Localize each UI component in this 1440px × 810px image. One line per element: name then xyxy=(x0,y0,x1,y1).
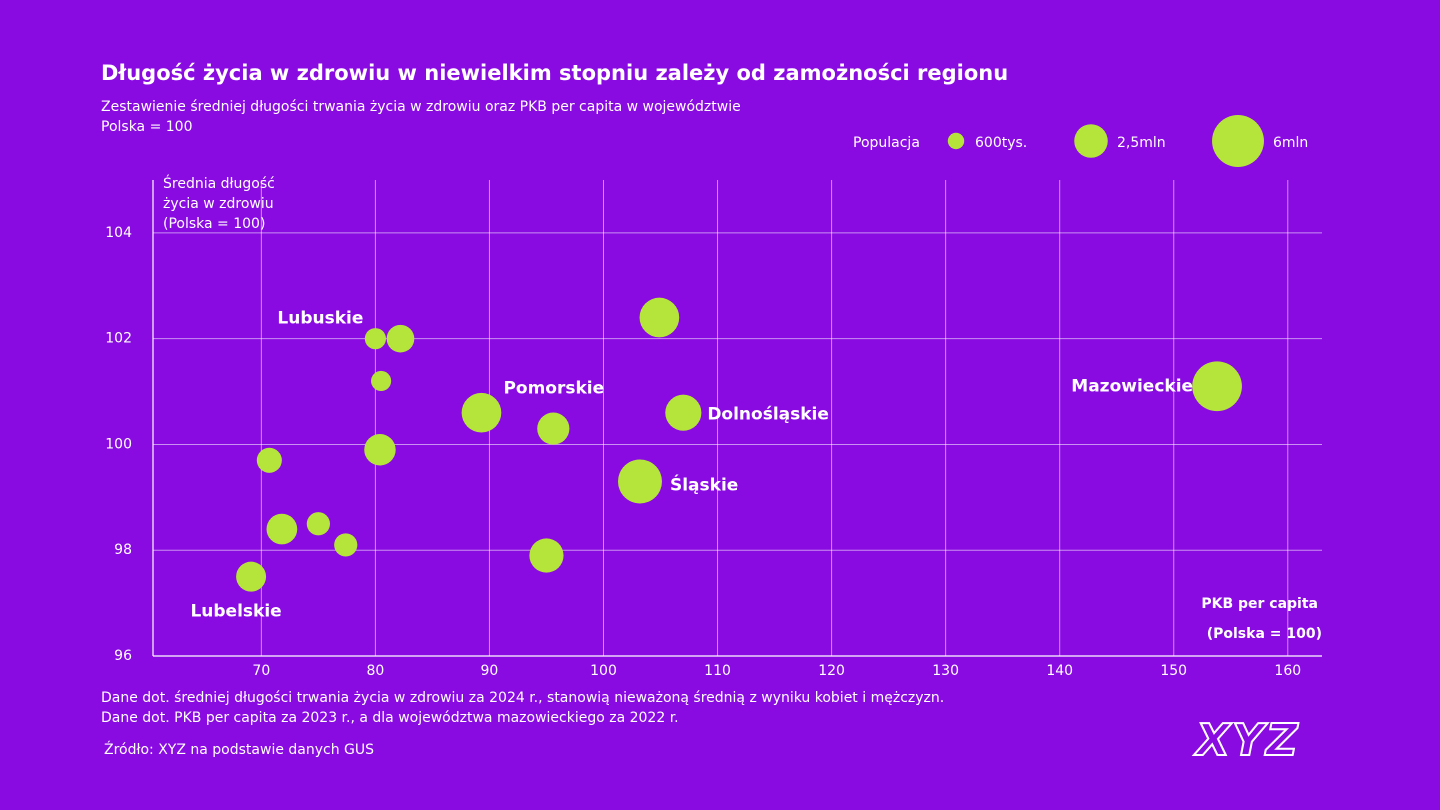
bubble xyxy=(364,434,396,466)
bubble xyxy=(618,459,662,504)
bubble xyxy=(529,538,564,573)
note: Dane dot. średniej długości trwania życi… xyxy=(101,690,944,706)
x-axis-label: PKB per capita xyxy=(1201,596,1318,612)
legend-title: Populacja xyxy=(853,135,920,151)
y-tick-label: 96 xyxy=(114,648,132,664)
legend-bubble xyxy=(947,132,965,150)
chart-title: Długość życia w zdrowiu w niewielkim sto… xyxy=(101,61,1008,85)
bubble xyxy=(461,392,502,433)
note: Dane dot. PKB per capita za 2023 r., a d… xyxy=(101,710,679,726)
bubble xyxy=(334,533,358,557)
bubble xyxy=(364,328,386,350)
x-axis-label: (Polska = 100) xyxy=(1207,626,1322,642)
bubble xyxy=(665,394,702,431)
bubble-label: Pomorskie xyxy=(503,379,604,399)
bubble xyxy=(371,370,392,392)
subtitle: Zestawienie średniej długości trwania ży… xyxy=(101,99,741,115)
bubble-label: Śląskie xyxy=(670,473,738,495)
bubble xyxy=(1192,361,1242,412)
y-tick-label: 102 xyxy=(105,331,132,347)
y-tick-label: 98 xyxy=(114,542,132,558)
y-axis-label: Średnia długość xyxy=(163,174,275,192)
x-tick-label: 80 xyxy=(366,663,384,679)
legend-label: 2,5mln xyxy=(1117,135,1166,151)
x-tick-label: 70 xyxy=(252,663,270,679)
x-tick-label: 160 xyxy=(1274,663,1301,679)
bubble-label: Dolnośląskie xyxy=(707,405,829,425)
subtitle: Polska = 100 xyxy=(101,119,193,135)
legend-bubble xyxy=(1074,124,1108,158)
x-tick-label: 90 xyxy=(481,663,499,679)
bubble-label: Mazowieckie xyxy=(1071,376,1193,396)
legend-label: 6mln xyxy=(1273,135,1308,151)
bubble xyxy=(256,447,282,473)
bubble xyxy=(236,561,267,592)
x-tick-label: 100 xyxy=(590,663,617,679)
legend-label: 600tys. xyxy=(975,135,1027,151)
logo: XYZ xyxy=(1193,715,1300,766)
bubble xyxy=(266,513,298,545)
source: Źródło: XYZ na podstawie danych GUS xyxy=(104,740,374,758)
x-tick-label: 150 xyxy=(1160,663,1187,679)
x-tick-label: 120 xyxy=(818,663,845,679)
x-tick-label: 140 xyxy=(1046,663,1073,679)
bubble xyxy=(306,512,330,536)
x-tick-label: 110 xyxy=(704,663,731,679)
bubble xyxy=(639,297,680,338)
y-tick-label: 104 xyxy=(105,225,132,241)
y-tick-label: 100 xyxy=(105,436,132,452)
y-axis-label: życia w zdrowiu xyxy=(163,196,274,212)
x-tick-label: 130 xyxy=(932,663,959,679)
bubble xyxy=(386,324,415,353)
bubble-label: Lubelskie xyxy=(190,602,281,622)
bubble-label: Lubuskie xyxy=(277,309,363,329)
bubble xyxy=(537,412,570,445)
legend-bubble xyxy=(1212,115,1264,167)
y-axis-label: (Polska = 100) xyxy=(163,216,265,232)
